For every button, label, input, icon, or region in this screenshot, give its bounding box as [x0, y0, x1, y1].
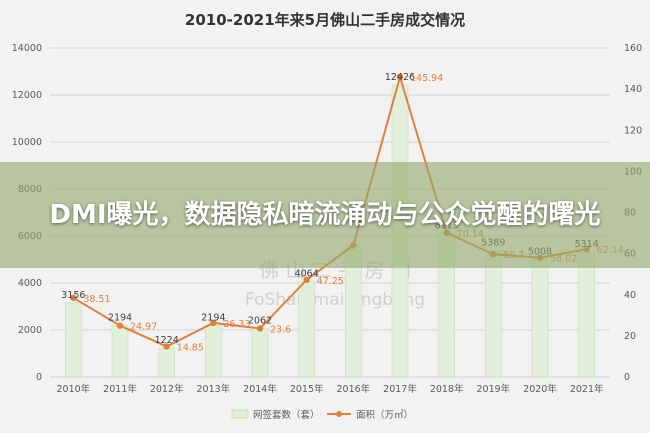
bar: [531, 259, 549, 378]
x-axis-tick: 2021年: [570, 383, 604, 395]
bar-label: 1224: [155, 335, 179, 346]
bar-label: 4064: [295, 268, 319, 279]
bar-label: 12426: [385, 72, 415, 83]
line-point: [163, 343, 170, 350]
bar: [485, 250, 502, 378]
legend-line-label: 面积（万㎡）: [356, 409, 413, 421]
legend: 网签套数（套） 面积（万㎡）: [231, 409, 413, 421]
right-axis-tick: 160: [624, 43, 642, 54]
x-axis-tick: 2012年: [150, 383, 184, 395]
line-point: [396, 73, 404, 81]
line-point: [70, 294, 77, 302]
left-axis-tick: 0: [36, 372, 42, 383]
legend-line-marker: [336, 411, 342, 417]
x-axis-tick: 2018年: [430, 383, 464, 395]
x-axis-ticks: 2010年 2011年 2012年 2013年 2014年 2015年 2016年 2017年…: [56, 383, 604, 395]
x-axis-tick: 2013年: [196, 383, 230, 395]
bar-label: 2194: [201, 312, 225, 323]
bar: [205, 325, 222, 378]
left-axis-tick: 10000: [12, 137, 42, 148]
legend-bar-label: 网签套数（套）: [253, 409, 320, 421]
left-axis-tick: 12000: [12, 90, 42, 101]
line-point: [256, 325, 264, 332]
line-label: 145.94: [410, 73, 443, 84]
watermark-line2: FoShan maifangbang: [245, 290, 425, 310]
line-point: [116, 322, 124, 329]
legend-bar-swatch: [231, 409, 249, 419]
line-point: [303, 276, 310, 284]
right-axis-tick: 120: [624, 125, 642, 136]
left-axis-tick: 2000: [18, 325, 42, 336]
line-label: 47.25: [317, 276, 344, 287]
right-axis-tick: 140: [624, 84, 642, 95]
left-axis-tick: 14000: [12, 43, 42, 54]
bar-label: 3156: [61, 290, 85, 301]
left-axis-tick: 4000: [18, 278, 42, 289]
x-axis-tick: 2014年: [243, 383, 277, 395]
right-axis-tick: 0: [624, 372, 630, 383]
bar: [65, 302, 82, 378]
line-label: 14.85: [177, 342, 204, 353]
headline-text: DMI曝光，数据隐私暗流涌动与公众觉醒的曙光: [49, 200, 601, 230]
bar: [251, 328, 269, 378]
line-label: 23.6: [270, 324, 291, 335]
bar: [578, 251, 595, 378]
bar-label: 2062: [248, 316, 272, 327]
line-label: 26.33: [223, 319, 250, 330]
x-axis-tick: 2020年: [523, 383, 557, 395]
bar: [158, 347, 175, 378]
line-label: 38.51: [83, 294, 110, 305]
x-axis-tick: 2016年: [336, 383, 370, 395]
chart-title: 2010-2021年来5月佛山二手房成交情况: [185, 11, 465, 29]
bar: [298, 281, 315, 378]
right-axis-tick: 20: [624, 331, 636, 342]
x-axis-tick: 2011年: [103, 383, 137, 395]
right-axis-tick: 40: [624, 290, 636, 301]
x-axis-tick: 2010年: [56, 383, 90, 395]
x-axis-tick: 2017年: [383, 383, 417, 395]
line-label: 24.97: [130, 322, 157, 333]
x-axis-tick: 2015年: [290, 383, 324, 395]
x-axis-tick: 2019年: [476, 383, 510, 395]
line-point: [210, 319, 217, 327]
bar-label: 2194: [108, 312, 132, 323]
headline-banner: DMI曝光，数据隐私暗流涌动与公众觉醒的曙光: [0, 162, 650, 268]
bar: [111, 325, 129, 378]
